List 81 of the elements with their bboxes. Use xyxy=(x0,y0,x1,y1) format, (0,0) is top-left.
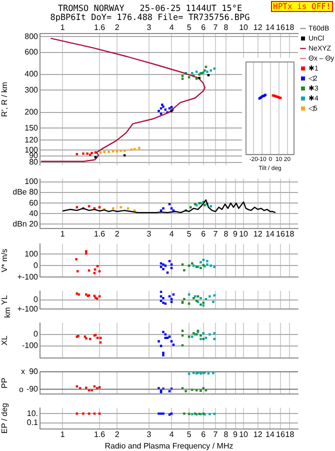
x-tick-label: 3 xyxy=(146,430,152,439)
x-tick-label: 10 xyxy=(239,229,249,238)
y-tick-label: 800 xyxy=(24,32,39,41)
x-tick-label: 1.6 xyxy=(94,23,106,32)
y-tick-label: 10. xyxy=(26,408,38,418)
y-tick-label: +-100 xyxy=(17,304,39,314)
x-tick-label: 8 xyxy=(224,229,229,238)
x-tick-label: 12 xyxy=(253,430,263,439)
y-axis-title: PP xyxy=(0,378,10,388)
y-axis-title: V* m/s xyxy=(0,248,10,272)
x-tick-label: 1.6 xyxy=(94,430,106,439)
x-tick-label: 18 xyxy=(285,23,295,32)
chart-title: TROMSO NORWAY 25-06-25 1144UT 15°E xyxy=(58,4,242,14)
y-tick-label: 100 xyxy=(24,177,39,186)
x-tick-label: 7 xyxy=(213,229,218,238)
y-tick-label: 150 xyxy=(24,123,39,132)
x-tick-label: 1 xyxy=(60,229,66,238)
x-tick-label: 18 xyxy=(285,430,295,439)
x-tick-label: 1.6 xyxy=(94,229,106,238)
x-tick-label: 4 xyxy=(169,23,174,32)
y-tick-label: 600 xyxy=(24,48,39,57)
y-tick-label: 120 xyxy=(24,135,39,144)
text: x xyxy=(21,367,25,376)
y-tick-label: 60 xyxy=(29,198,39,208)
y-tick-label: 200 xyxy=(24,108,39,117)
x-tick-label: 5 xyxy=(186,430,192,439)
y-tick-label: -90 xyxy=(26,384,39,394)
x-tick-label: 5 xyxy=(186,23,192,32)
y-tick-label: 80 xyxy=(29,158,39,167)
x-tick-label: 10 xyxy=(239,430,249,439)
y-axis-title: EP / deg xyxy=(0,403,10,434)
text: HPTx is OFF! xyxy=(271,1,333,12)
x-tick-label: 1 xyxy=(60,23,66,32)
y-tick-label: 90 xyxy=(29,367,39,376)
x-tick-label: 2 xyxy=(114,430,120,439)
x-tick-label: 3 xyxy=(146,229,152,238)
y-axis-title: R', R / km xyxy=(0,82,10,117)
x-tick-label: 16 xyxy=(276,229,286,238)
x-tick-label: 2 xyxy=(114,229,120,238)
x-tick-label: 8 xyxy=(224,23,229,32)
x-tick-label: 10 xyxy=(239,23,249,32)
x-tick-label: 16 xyxy=(276,430,286,439)
x-tick-label: 14 xyxy=(266,430,275,439)
y-axis-title: XL xyxy=(0,335,10,346)
x-tick-label: 14 xyxy=(266,229,275,238)
x-tick-label: 6 xyxy=(201,23,206,32)
x-tick-label: 8 xyxy=(224,430,229,439)
x-tick-label: 7 xyxy=(213,430,218,439)
x-tick-label: 9 xyxy=(233,229,238,238)
x-tick-label: 7 xyxy=(213,23,218,32)
x-tick-label: 6 xyxy=(201,229,206,238)
x-tick-label: 1 xyxy=(60,430,66,439)
x-tick-label: 3 xyxy=(146,23,152,32)
y-tick-label: dBn 20 xyxy=(12,219,39,228)
y-tick-label: -100 xyxy=(22,341,39,350)
x-tick-label: 9 xyxy=(233,430,238,439)
x-tick-label: 18 xyxy=(285,229,295,238)
x-tick-label: 16 xyxy=(276,23,286,32)
y-tick-label: 400 xyxy=(24,70,39,79)
y-tick-label: 40 xyxy=(29,208,39,218)
x-axis-title: Radio and Plasma Frequency / MHz xyxy=(104,441,234,450)
x-tick-label: 2 xyxy=(114,23,120,32)
y-axis-title: YL xyxy=(0,294,10,305)
y-tick-label: 0.1 xyxy=(26,418,39,428)
y-tick-label: 100 xyxy=(24,249,39,258)
y-tick-label: +-100 xyxy=(17,272,39,282)
y-tick-label: dBe 80 xyxy=(12,188,39,197)
y-tick-label: 0 xyxy=(34,260,39,270)
x-tick-label: 12 xyxy=(253,229,263,238)
x-tick-label: 12 xyxy=(253,23,263,32)
chart-subtitle: 8pBP6It DoY= 176.488 File= TR735756.BPG xyxy=(49,13,251,23)
y-tick-label: 0 xyxy=(34,330,39,339)
x-tick-label: 4 xyxy=(169,229,174,238)
y-tick-label: 0 xyxy=(34,295,39,304)
y-tick-label: 300 xyxy=(24,85,39,94)
text: o xyxy=(19,385,24,394)
text: km xyxy=(2,307,12,318)
x-tick-label: 14 xyxy=(266,23,275,32)
x-tick-label: 6 xyxy=(201,430,206,439)
x-tick-label: 4 xyxy=(169,430,174,439)
x-tick-label: 5 xyxy=(186,229,192,238)
